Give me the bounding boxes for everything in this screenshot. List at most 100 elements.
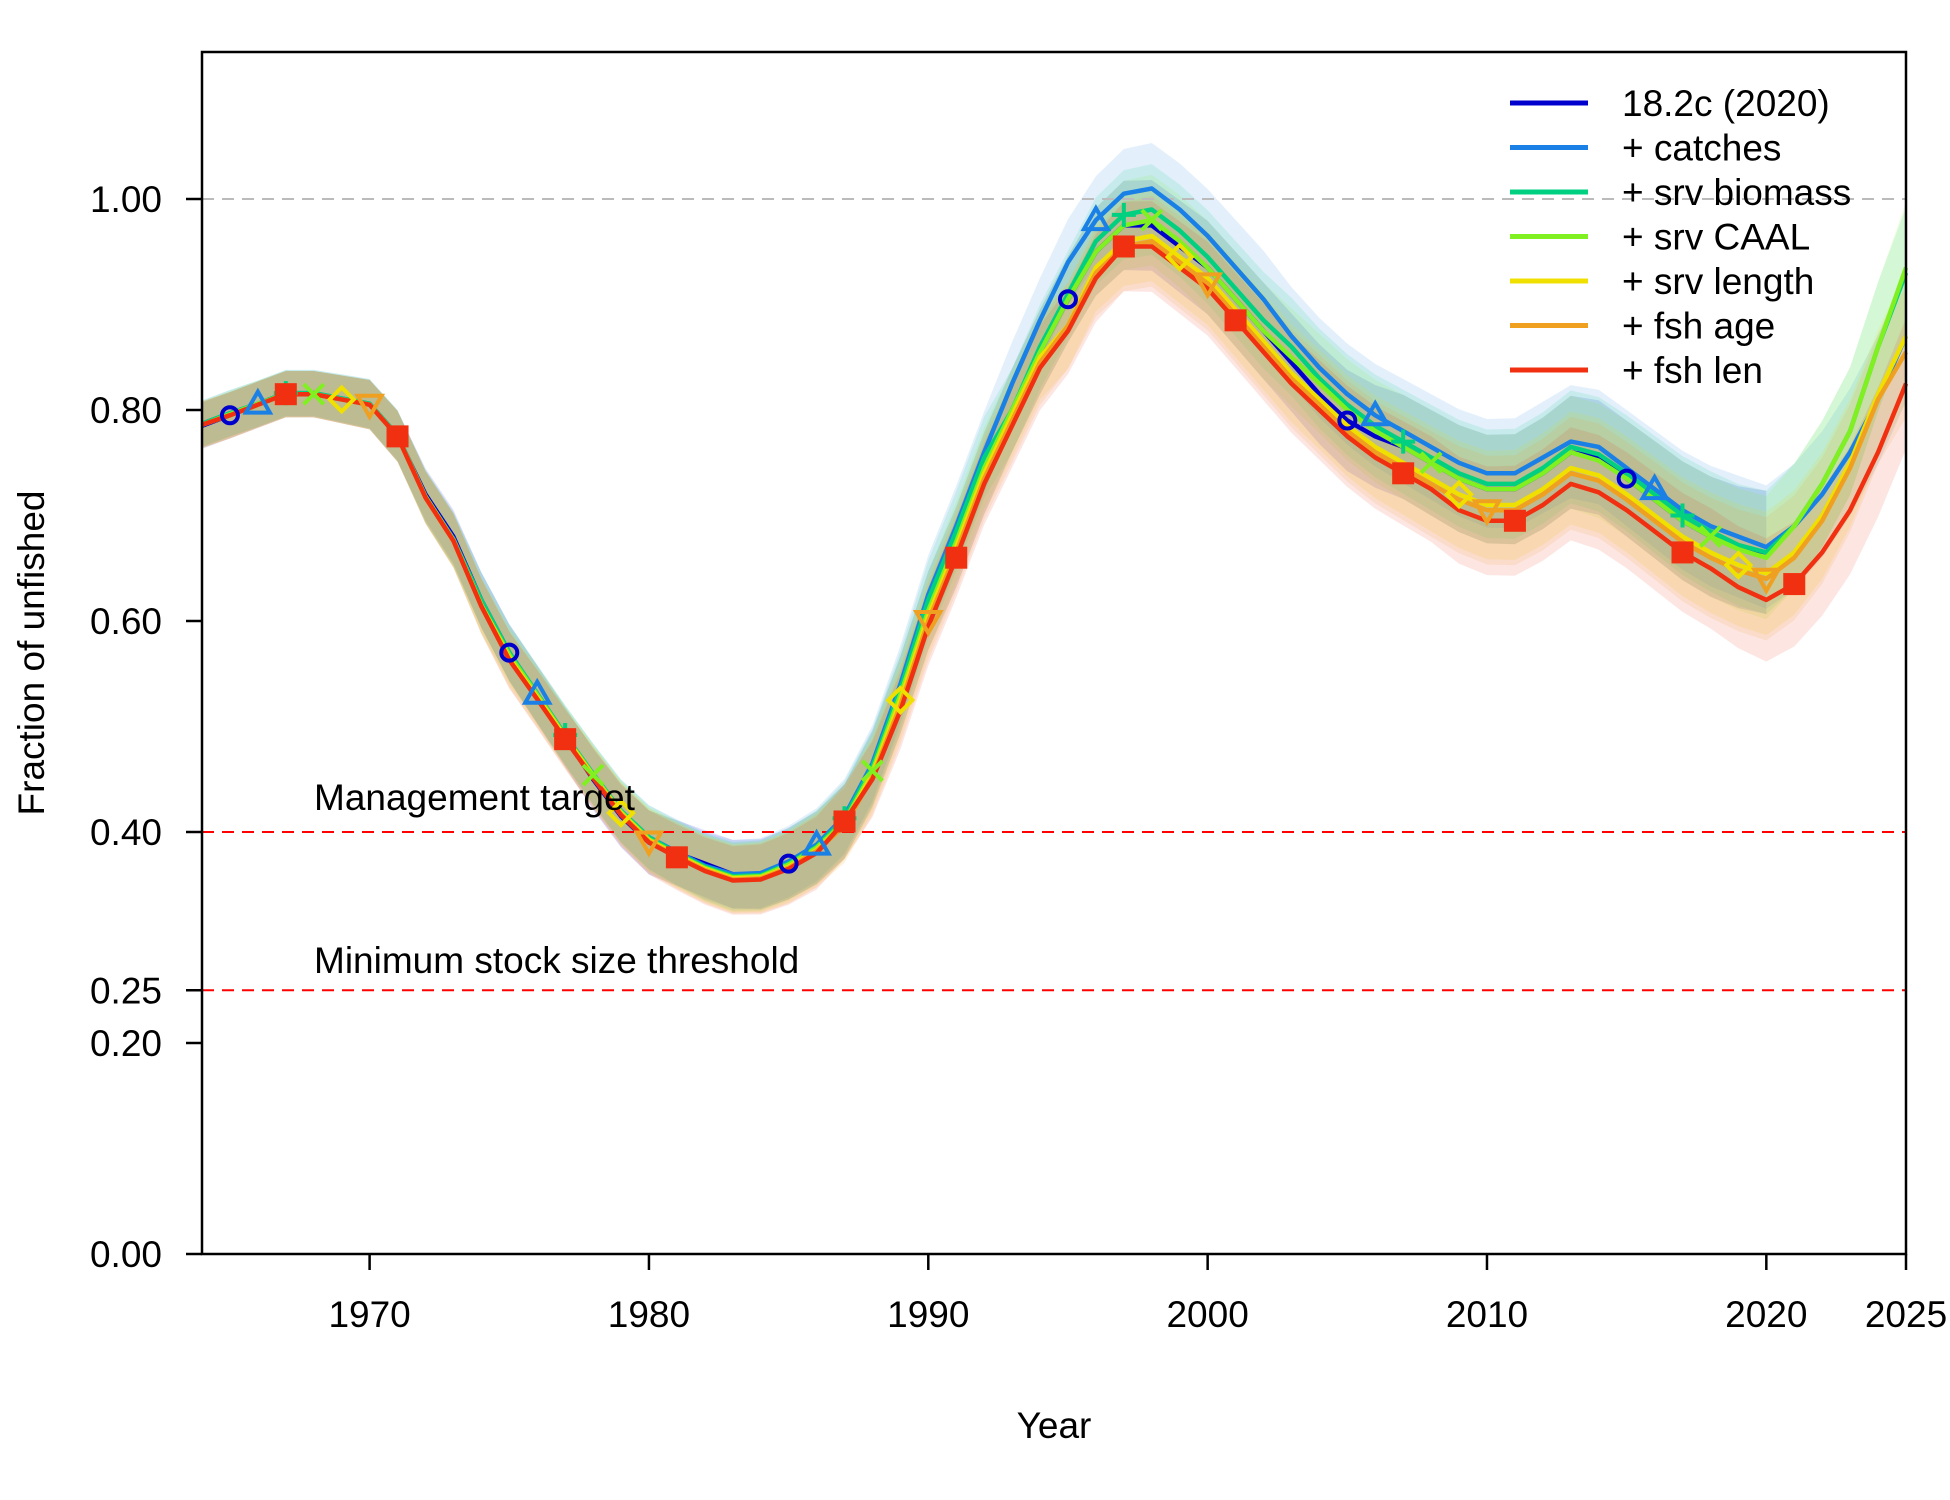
marker-2-2007 bbox=[1391, 429, 1416, 454]
y-tick-label: 0.20 bbox=[90, 1023, 162, 1064]
marker-0-1985 bbox=[778, 853, 799, 874]
marker-6-1967 bbox=[274, 383, 297, 406]
marker-0-1995 bbox=[1057, 289, 1078, 310]
marker-4-1979 bbox=[606, 798, 636, 828]
y-axis: 0.00 0.20 0.25 0.40 0.60 0.80 1.00 bbox=[90, 179, 202, 1275]
marker-6-1981 bbox=[665, 846, 688, 869]
marker-6-1971-fill bbox=[386, 425, 409, 448]
marker-3-1978 bbox=[581, 763, 605, 787]
x-tick-label: 2010 bbox=[1446, 1294, 1528, 1335]
legend-item: + srv length bbox=[1510, 261, 1814, 302]
marker-5-2010 bbox=[1471, 499, 1503, 527]
marker-6-2011 bbox=[1503, 509, 1526, 532]
minimum-stock-threshold-label: Minimum stock size threshold bbox=[314, 940, 799, 981]
legend-label: + srv length bbox=[1622, 261, 1814, 302]
legend-label: + fsh age bbox=[1622, 306, 1775, 347]
band-4 bbox=[202, 190, 1906, 913]
marker-2-1997 bbox=[1111, 202, 1136, 227]
marker-6-2017 bbox=[1671, 541, 1694, 564]
marker-6-1997 bbox=[1112, 235, 1135, 258]
x-tick-label: 2020 bbox=[1725, 1294, 1807, 1335]
series-markers bbox=[219, 202, 1806, 874]
marker-1-2016 bbox=[1639, 473, 1671, 501]
marker-3-1988 bbox=[861, 759, 884, 783]
plot-frame bbox=[200, 50, 1908, 1256]
series-line-6 bbox=[201, 244, 1909, 883]
marker-5-1990 bbox=[912, 610, 944, 638]
legend-item: + catches bbox=[1510, 128, 1781, 169]
marker-6-1967-fill bbox=[274, 383, 297, 406]
legend-item: + fsh len bbox=[1510, 350, 1763, 391]
marker-0-2015 bbox=[1616, 468, 1637, 489]
x-tick-label: 2025 bbox=[1865, 1294, 1947, 1335]
marker-3-1968 bbox=[302, 382, 326, 406]
legend-item: + srv biomass bbox=[1510, 172, 1851, 213]
legend-label: + catches bbox=[1622, 128, 1781, 169]
marker-1-1966 bbox=[242, 387, 274, 415]
marker-6-2017-fill bbox=[1671, 541, 1694, 564]
legend-item: + fsh age bbox=[1510, 306, 1775, 347]
marker-4-2019 bbox=[1723, 550, 1754, 580]
band-2 bbox=[202, 164, 1906, 911]
marker-6-1991-fill bbox=[945, 546, 968, 569]
legend-label: + srv CAAL bbox=[1622, 217, 1810, 258]
marker-6-1997-fill bbox=[1112, 235, 1135, 258]
y-tick-label: 0.60 bbox=[90, 601, 162, 642]
marker-6-2007-fill bbox=[1392, 462, 1415, 485]
y-tick-label: 0.00 bbox=[90, 1234, 162, 1275]
marker-5-1970 bbox=[354, 393, 386, 421]
marker-6-1977 bbox=[554, 728, 577, 751]
legend-label: + srv biomass bbox=[1622, 172, 1851, 213]
series-lines bbox=[201, 186, 1909, 883]
x-tick-label: 2000 bbox=[1166, 1294, 1248, 1335]
x-tick-label: 1970 bbox=[328, 1294, 410, 1335]
legend-label: 18.2c (2020) bbox=[1622, 83, 1830, 124]
marker-1-1986 bbox=[801, 828, 833, 856]
marker-6-1987-fill bbox=[833, 810, 856, 833]
marker-1-1996 bbox=[1080, 204, 1112, 232]
legend-item: 18.2c (2020) bbox=[1510, 83, 1830, 124]
marker-3-2008 bbox=[1419, 451, 1443, 475]
marker-6-1981-fill bbox=[665, 846, 688, 869]
marker-4-1999 bbox=[1164, 242, 1195, 272]
legend: 18.2c (2020)+ catches+ srv biomass+ srv … bbox=[1510, 83, 1851, 391]
marker-6-1977-fill bbox=[554, 728, 577, 751]
reference-lines bbox=[202, 198, 1906, 992]
x-tick-label: 1990 bbox=[887, 1294, 969, 1335]
x-axis-title: Year bbox=[1017, 1405, 1092, 1446]
marker-5-2000 bbox=[1192, 272, 1224, 300]
marker-6-2011-fill bbox=[1503, 509, 1526, 532]
marker-5-2020 bbox=[1750, 567, 1782, 595]
marker-6-2001-fill bbox=[1224, 309, 1247, 332]
marker-6-2021 bbox=[1783, 573, 1806, 596]
marker-6-1987 bbox=[833, 810, 856, 833]
marker-6-1971 bbox=[386, 425, 409, 448]
management-target-label: Management target bbox=[314, 777, 636, 818]
x-tick-label: 1980 bbox=[608, 1294, 690, 1335]
marker-3-1998 bbox=[1140, 208, 1164, 232]
marker-6-2007 bbox=[1392, 462, 1415, 485]
marker-5-1980 bbox=[633, 830, 665, 858]
marker-4-2009 bbox=[1444, 479, 1474, 510]
y-tick-label: 0.40 bbox=[90, 812, 162, 853]
marker-0-1975 bbox=[499, 642, 520, 663]
marker-1-1976 bbox=[521, 677, 553, 705]
marker-4-1989 bbox=[885, 685, 916, 715]
marker-3-2018 bbox=[1699, 525, 1722, 549]
legend-label: + fsh len bbox=[1622, 350, 1763, 391]
marker-0-1965 bbox=[219, 405, 240, 426]
marker-2-2017 bbox=[1670, 503, 1695, 528]
y-tick-label: 0.25 bbox=[90, 970, 162, 1011]
y-axis-title: Fraction of unfished bbox=[11, 491, 52, 816]
legend-item: + srv CAAL bbox=[1510, 217, 1810, 258]
marker-6-1991 bbox=[945, 546, 968, 569]
marker-0-2005 bbox=[1337, 410, 1358, 431]
marker-1-2006 bbox=[1359, 399, 1391, 427]
x-axis: 1970 1980 1990 2000 2010 2020 2025 bbox=[328, 1254, 1947, 1335]
marker-6-2021-fill bbox=[1783, 573, 1806, 596]
marker-6-2001 bbox=[1224, 309, 1247, 332]
y-tick-label: 0.80 bbox=[90, 390, 162, 431]
marker-4-1969 bbox=[326, 384, 357, 415]
y-tick-label: 1.00 bbox=[90, 179, 162, 220]
